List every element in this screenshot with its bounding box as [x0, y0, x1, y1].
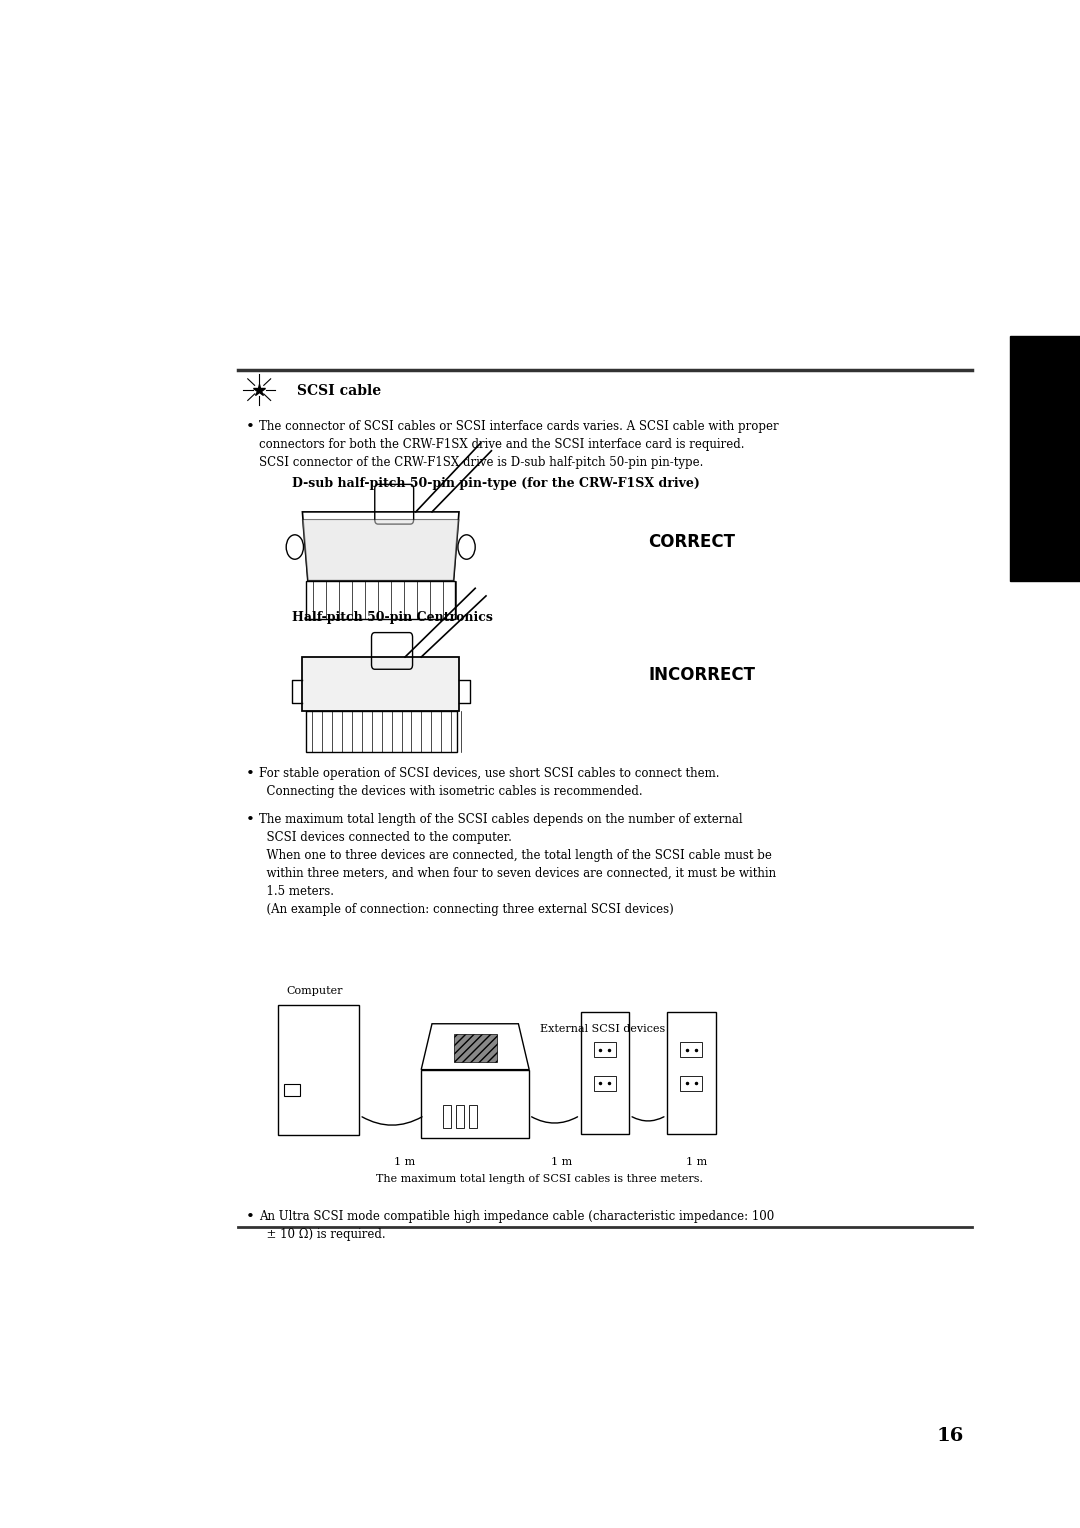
- Bar: [469, 1105, 477, 1128]
- Text: •: •: [246, 813, 255, 827]
- Bar: [443, 1105, 451, 1128]
- Text: 1 m: 1 m: [551, 1157, 572, 1167]
- Bar: [680, 1042, 702, 1057]
- Text: 1 m: 1 m: [686, 1157, 707, 1167]
- Text: Half-pitch 50-pin Centronics: Half-pitch 50-pin Centronics: [292, 611, 492, 625]
- Text: External SCSI devices: External SCSI devices: [540, 1024, 665, 1034]
- Text: •: •: [246, 1210, 255, 1224]
- Bar: [1010, 336, 1080, 581]
- Text: D-sub half-pitch 50-pin pin-type (for the CRW-F1SX drive): D-sub half-pitch 50-pin pin-type (for th…: [292, 477, 700, 490]
- Text: •: •: [246, 767, 255, 781]
- Bar: [594, 1076, 616, 1091]
- Text: An Ultra SCSI mode compatible high impedance cable (characteristic impedance: 10: An Ultra SCSI mode compatible high imped…: [259, 1210, 774, 1241]
- Bar: [306, 711, 457, 752]
- Text: 16: 16: [936, 1427, 964, 1445]
- Bar: [667, 1012, 716, 1134]
- Text: For stable operation of SCSI devices, use short SCSI cables to connect them.
  C: For stable operation of SCSI devices, us…: [259, 767, 719, 798]
- Text: CORRECT: CORRECT: [648, 533, 735, 552]
- Text: The connector of SCSI cables or SCSI interface cards varies. A SCSI cable with p: The connector of SCSI cables or SCSI int…: [259, 420, 779, 469]
- Bar: [454, 1034, 497, 1062]
- Bar: [680, 1076, 702, 1091]
- Text: The maximum total length of the SCSI cables depends on the number of external
  : The maximum total length of the SCSI cab…: [259, 813, 777, 915]
- Bar: [306, 581, 455, 619]
- Bar: [581, 1012, 630, 1134]
- Bar: [283, 1085, 300, 1097]
- Polygon shape: [302, 657, 459, 711]
- Text: Computer: Computer: [286, 986, 342, 996]
- Bar: [421, 1070, 529, 1138]
- Text: The maximum total length of SCSI cables is three meters.: The maximum total length of SCSI cables …: [377, 1174, 703, 1184]
- Text: 1 m: 1 m: [394, 1157, 416, 1167]
- Bar: [594, 1042, 616, 1057]
- Polygon shape: [302, 520, 459, 581]
- Bar: [456, 1105, 464, 1128]
- Bar: [279, 1005, 359, 1135]
- Text: SCSI cable: SCSI cable: [297, 384, 381, 399]
- Text: •: •: [246, 420, 255, 434]
- Text: INCORRECT: INCORRECT: [648, 666, 755, 685]
